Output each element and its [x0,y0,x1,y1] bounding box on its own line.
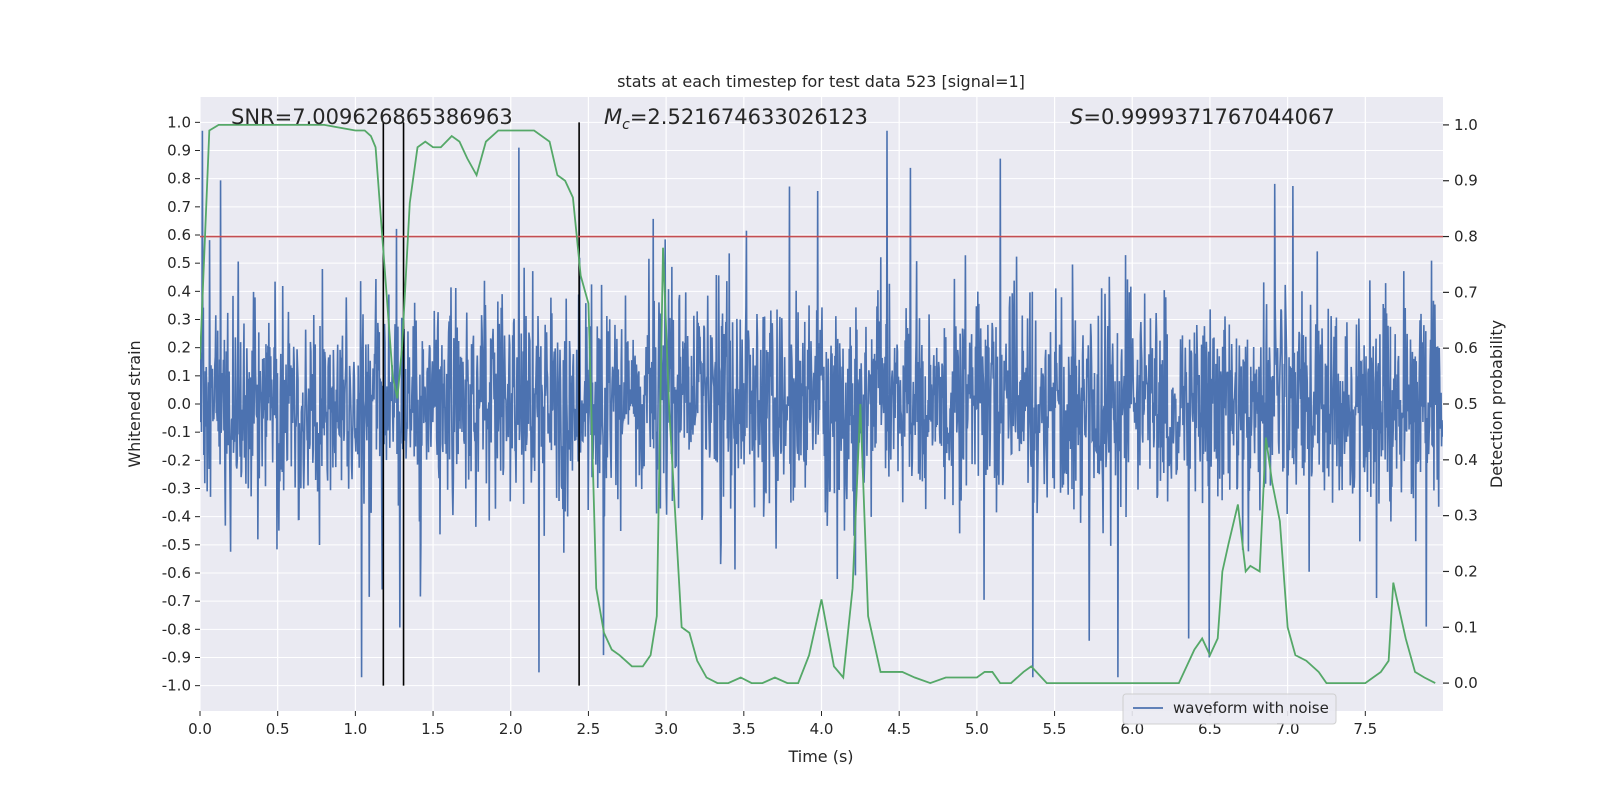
y-tick-label: 0.1 [167,367,191,385]
x-tick-label: 2.5 [577,720,601,738]
waveform-line [200,130,1443,678]
series-waveform-with-noise [200,130,1443,678]
x-tick-label: 4.0 [810,720,834,738]
y-tick-label: -0.3 [162,479,191,497]
y-axis-label: Whitened strain [125,340,144,467]
y-tick-label: -0.8 [162,620,191,638]
y-tick-label: -0.6 [162,564,191,582]
y2-tick-label: 0.6 [1454,339,1478,357]
y2-tick-label: 1.0 [1454,116,1478,134]
y-tick-label: 0.9 [167,142,191,160]
x-tick-label: 4.5 [887,720,911,738]
y-tick-label: 0.0 [167,395,191,413]
y-tick-label: 0.2 [167,339,191,357]
vertical-markers [382,122,580,686]
y2-tick-label: 0.0 [1454,674,1478,692]
x-tick-label: 3.0 [654,720,678,738]
y-tick-label: -0.5 [162,536,191,554]
axis-ticks: 0.0 0.5 1.0 1.5 2.0 2.5 3.0 3.5 4.0 4.5 5.0 5.5 6.0 6… [162,113,1478,738]
y-tick-label: -0.2 [162,451,191,469]
y-tick-label: -0.4 [162,508,191,526]
chirp-mass-annotation: Mc=2.521674633026123 [604,105,868,133]
x-tick-label: 3.5 [732,720,756,738]
x-tick-label: 7.5 [1353,720,1377,738]
mc-value: =2.521674633026123 [630,105,868,129]
y-tick-label: -0.9 [162,648,191,666]
y2-tick-label: 0.8 [1454,228,1478,246]
y2-tick-label: 0.5 [1454,395,1478,413]
x-tick-label: 2.0 [499,720,523,738]
s-value: =0.9999371767044067 [1083,105,1334,129]
y-tick-label: 0.8 [167,170,191,188]
y2-tick-label: 0.4 [1454,451,1478,469]
mc-symbol: M [604,105,622,129]
x-axis-label: Time (s) [787,747,853,766]
y2-tick-label: 0.3 [1454,507,1478,525]
x-tick-label: 5.0 [965,720,989,738]
y2-axis-label: Detection probability [1487,320,1506,488]
y-tick-label: -0.7 [162,592,191,610]
y-tick-label: -1.0 [162,677,191,695]
x-tick-label: 0.5 [266,720,290,738]
x-tick-label: 0.0 [188,720,212,738]
legend-label: waveform with noise [1173,699,1329,717]
mc-subscript: c [622,117,630,133]
x-tick-label: 1.5 [421,720,445,738]
legend: waveform with noise [1122,693,1337,725]
x-tick-label: 5.5 [1043,720,1067,738]
y-tick-label: -0.1 [162,423,191,441]
series-detection-probability [200,124,1436,685]
score-annotation: S=0.9999371767044067 [1070,105,1335,129]
s-symbol: S [1070,105,1083,129]
y2-tick-label: 0.7 [1454,283,1478,301]
y-tick-label: 0.5 [167,254,191,272]
x-tick-label: 1.0 [343,720,367,738]
probability-line [200,124,1436,685]
y-tick-label: 1.0 [167,113,191,131]
y-tick-label: 0.7 [167,198,191,216]
legend-box [1122,693,1337,725]
y2-tick-label: 0.2 [1454,562,1478,580]
y-tick-label: 0.3 [167,311,191,329]
chart-title: stats at each timestep for test data 523… [617,72,1025,91]
y2-tick-label: 0.1 [1454,618,1478,636]
y-tick-label: 0.4 [167,282,191,300]
snr-annotation: SNR=7.009626865386963 [231,105,513,129]
y-tick-label: 0.6 [167,226,191,244]
y2-tick-label: 0.9 [1454,172,1478,190]
